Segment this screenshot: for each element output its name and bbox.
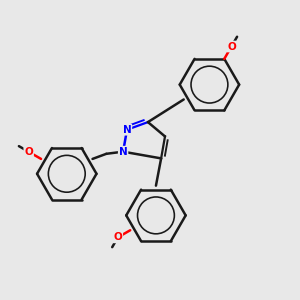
Text: O: O xyxy=(113,232,122,242)
Text: N: N xyxy=(119,147,128,157)
Text: O: O xyxy=(227,41,236,52)
Text: O: O xyxy=(24,147,33,157)
Text: N: N xyxy=(123,125,131,135)
